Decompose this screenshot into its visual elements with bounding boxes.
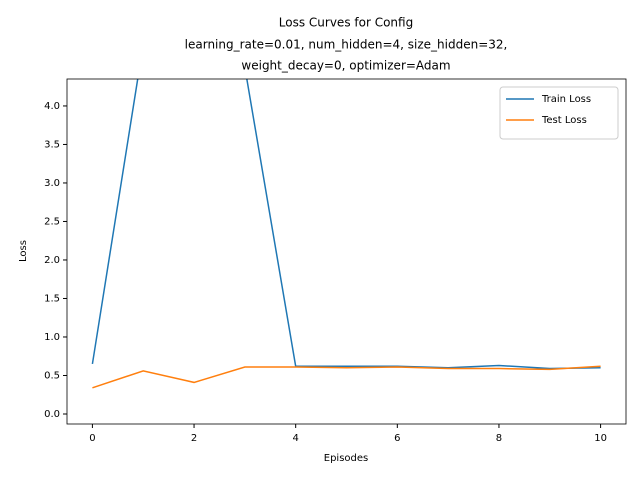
legend-label: Test Loss xyxy=(541,115,587,126)
y-tick-label: 3.0 xyxy=(44,178,60,189)
chart-title: weight_decay=0, optimizer=Adam xyxy=(241,59,450,73)
y-tick-label: 0.5 xyxy=(44,370,60,381)
y-tick-label: 1.5 xyxy=(44,293,60,304)
y-tick-label: 3.5 xyxy=(44,139,60,150)
x-tick-label: 2 xyxy=(191,433,197,444)
chart-title: learning_rate=0.01, num_hidden=4, size_h… xyxy=(185,38,508,52)
y-axis-label: Loss xyxy=(18,240,29,262)
legend-label: Train Loss xyxy=(541,94,591,105)
y-tick-label: 4.0 xyxy=(44,101,60,112)
x-tick-label: 4 xyxy=(292,433,298,444)
x-tick-label: 6 xyxy=(394,433,400,444)
y-tick-label: 0.0 xyxy=(44,409,60,420)
x-axis-label: Episodes xyxy=(324,453,368,464)
legend-box xyxy=(499,86,619,140)
x-tick-label: 0 xyxy=(89,433,95,444)
plot-area xyxy=(91,79,601,389)
axes-frame xyxy=(66,78,627,425)
y-tick-label: 1.0 xyxy=(44,332,60,343)
x-tick-label: 8 xyxy=(496,433,502,444)
chart-title: Loss Curves for Config xyxy=(279,16,413,30)
y-tick-label: 2.0 xyxy=(44,255,60,266)
line-series xyxy=(91,79,601,370)
y-tick-label: 2.5 xyxy=(44,216,60,227)
x-tick-label: 10 xyxy=(594,433,607,444)
line-series xyxy=(92,365,601,389)
